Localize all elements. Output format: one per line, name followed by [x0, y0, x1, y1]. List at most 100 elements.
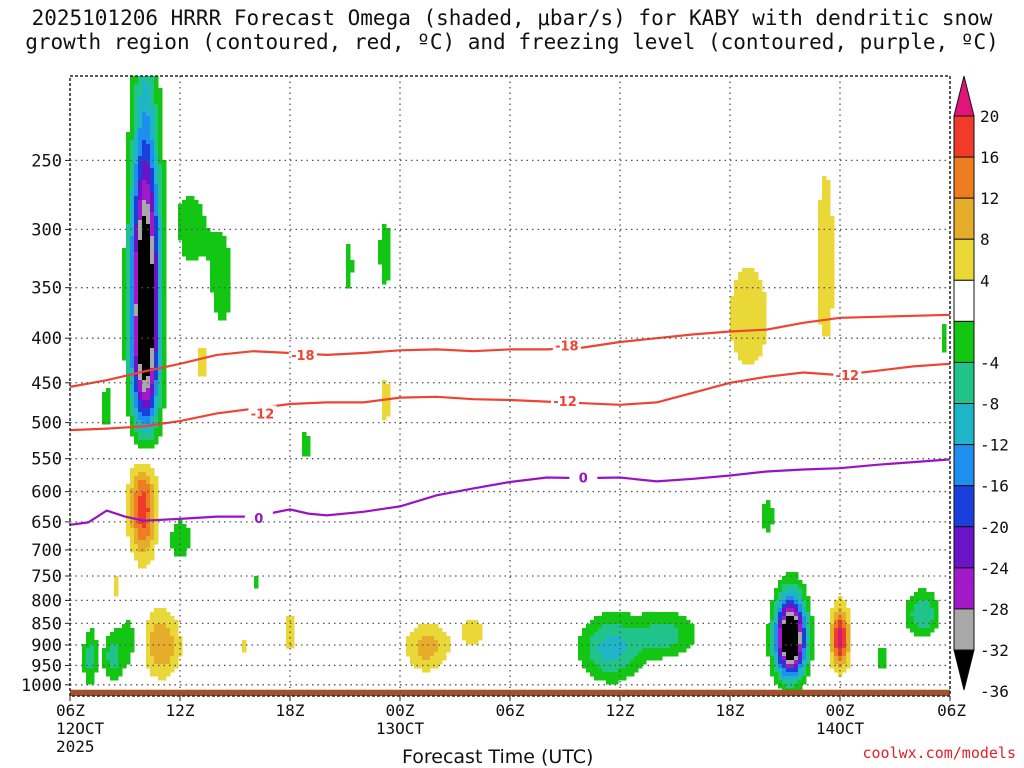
x-tick-label: 18Z [276, 701, 305, 720]
omega-cell [754, 292, 759, 297]
omega-cell [442, 656, 447, 661]
omega-cell [782, 604, 787, 609]
omega-cell [146, 556, 151, 561]
omega-cell [142, 140, 147, 145]
omega-cell [466, 640, 471, 645]
omega-cell [846, 612, 851, 617]
omega-cell [606, 644, 611, 649]
omega-cell [806, 628, 811, 633]
omega-cell [614, 676, 619, 681]
omega-cell [126, 652, 131, 657]
omega-cell [142, 504, 147, 509]
omega-cell [286, 636, 291, 641]
omega-cell [922, 624, 927, 629]
omega-cell [830, 664, 835, 669]
omega-cell [822, 236, 827, 241]
omega-cell [746, 316, 751, 321]
omega-cell [146, 296, 151, 301]
omega-cell [150, 176, 155, 181]
omega-cell [774, 676, 779, 681]
omega-cell [142, 444, 147, 449]
omega-cell [218, 300, 223, 305]
omega-cell [922, 596, 927, 601]
omega-cell [614, 672, 619, 677]
omega-cell [130, 108, 135, 113]
omega-cell [826, 200, 831, 205]
omega-cell [130, 368, 135, 373]
omega-cell [154, 144, 159, 149]
omega-cell [586, 640, 591, 645]
omega-cell [606, 624, 611, 629]
omega-cell [774, 608, 779, 613]
omega-cell [214, 240, 219, 245]
omega-cell [798, 676, 803, 681]
omega-cell [130, 180, 135, 185]
omega-cell [138, 204, 143, 209]
omega-cell [742, 272, 747, 277]
omega-cell [150, 320, 155, 325]
omega-cell [142, 176, 147, 181]
omega-cell [162, 232, 167, 237]
omega-cell [150, 476, 155, 481]
omega-cell [150, 188, 155, 193]
omega-cell [178, 644, 183, 649]
omega-cell [190, 232, 195, 237]
omega-cell [146, 164, 151, 169]
omega-cell [150, 244, 155, 249]
omega-cell [810, 640, 815, 645]
omega-cell [754, 340, 759, 345]
omega-cell [134, 280, 139, 285]
omega-cell [158, 352, 163, 357]
omega-cell [822, 176, 827, 181]
omega-cell [766, 516, 771, 521]
omega-cell [166, 652, 171, 657]
omega-cell [834, 648, 839, 653]
omega-cell [802, 600, 807, 605]
omega-cell [130, 528, 135, 533]
omega-cell [86, 652, 91, 657]
omega-cell [666, 648, 671, 653]
omega-cell [134, 164, 139, 169]
omega-cell [742, 320, 747, 325]
omega-cell [142, 312, 147, 317]
omega-cell [162, 228, 167, 233]
omega-cell [126, 384, 131, 389]
omega-cell [434, 648, 439, 653]
omega-cell [162, 308, 167, 313]
omega-cell [346, 276, 351, 281]
omega-cell [198, 348, 203, 353]
y-tick-label: 600 [31, 483, 62, 503]
omega-cell [134, 488, 139, 493]
omega-cell [162, 192, 167, 197]
omega-cell [382, 236, 387, 241]
omega-cell [138, 436, 143, 441]
omega-cell [138, 412, 143, 417]
omega-cell [106, 392, 111, 397]
omega-cell [750, 360, 755, 365]
omega-cell [138, 140, 143, 145]
omega-cell [830, 304, 835, 309]
omega-cell [838, 672, 843, 677]
omega-cell [830, 292, 835, 297]
omega-cell [594, 660, 599, 665]
omega-cell [414, 636, 419, 641]
omega-cell [642, 644, 647, 649]
omega-cell [834, 620, 839, 625]
omega-cell [150, 520, 155, 525]
omega-cell [638, 620, 643, 625]
omega-cell [434, 624, 439, 629]
omega-cell [914, 620, 919, 625]
omega-cell [170, 544, 175, 549]
omega-cell [130, 156, 135, 161]
omega-cell [826, 272, 831, 277]
omega-cell [142, 304, 147, 309]
omega-cell [130, 136, 135, 141]
omega-cell [790, 580, 795, 585]
omega-cell [802, 628, 807, 633]
y-tick-label: 1000 [21, 676, 62, 696]
omega-cell [122, 256, 127, 261]
omega-cell [134, 80, 139, 85]
omega-cell [470, 624, 475, 629]
omega-cell [162, 360, 167, 365]
